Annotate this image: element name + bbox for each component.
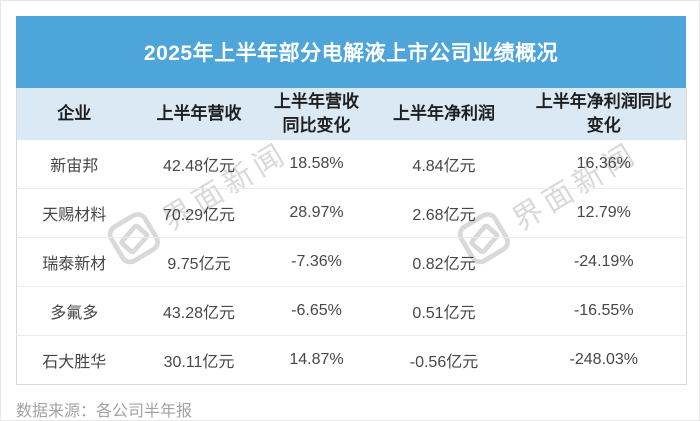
cell-company: 瑞泰新材 [16,237,132,287]
cell-company: 多氟多 [16,286,132,336]
cell-revenue-change: -7.36% [266,237,367,287]
table-header: 企业 上半年营收 上半年营收 同比变化 上半年净利润 上半年净利润同比 变化 [16,88,687,140]
cell-company: 石大胜华 [16,335,132,385]
cell-revenue-change: 18.58% [289,155,344,172]
cell-revenue: 43.28亿元 [131,286,267,336]
cell-net-profit: 0.82亿元 [366,237,522,287]
table-row: 多氟多 43.28亿元 -6.65% 0.51亿元 -16.55% [16,286,687,336]
cell-revenue: 9.75亿元 [131,237,267,287]
cell-net-profit: -0.56亿元 [366,335,522,385]
table-row: 新宙邦 42.48亿元 18.58% 4.84亿元 16.36% [17,140,687,189]
cell-net-profit: 2.68亿元 [366,188,522,238]
cell-revenue: 30.11亿元 [131,335,267,385]
column-header-net-profit: 上半年净利润 [366,88,522,140]
table-row: 天赐材料 70.29亿元 28.97% 2.68亿元 12.79% [16,188,687,238]
cell-net-profit: 4.84亿元 [412,158,476,175]
cell-net-profit-change: -16.55% [521,286,687,336]
cell-company: 天赐材料 [16,188,132,238]
table-title: 2025年上半年部分电解液上市公司业绩概况 [143,42,559,65]
table-title-bar: 2025年上半年部分电解液上市公司业绩概况 [16,16,686,88]
column-header-revenue: 上半年营收 [131,88,267,140]
cell-net-profit-change: 16.36% [576,155,631,172]
table-row: 瑞泰新材 9.75亿元 -7.36% 0.82亿元 -24.19% [16,237,687,287]
table-row: 石大胜华 30.11亿元 14.87% -0.56亿元 -248.03% [16,335,687,385]
column-header-net-profit-change: 上半年净利润同比 变化 [521,88,687,140]
source-note: 数据来源：各公司半年报 [16,403,193,420]
column-header-revenue-change: 上半年营收 同比变化 [266,88,367,140]
cell-company: 新宙邦 [50,158,99,175]
cell-revenue-change: -6.65% [266,286,367,336]
cell-revenue: 70.29亿元 [131,188,267,238]
cell-revenue-change: 28.97% [266,188,367,238]
cell-net-profit-change: 12.79% [521,188,687,238]
column-header-company: 企业 [16,88,132,140]
cell-net-profit-change: -24.19% [521,237,687,287]
table-body: 新宙邦 42.48亿元 18.58% 4.84亿元 16.36% 天赐材料 70… [16,140,687,385]
cell-revenue-change: 14.87% [266,335,367,385]
header-row: 企业 上半年营收 上半年营收 同比变化 上半年净利润 上半年净利润同比 变化 [16,88,687,140]
cell-net-profit-change: -248.03% [521,335,687,385]
cell-net-profit: 0.51亿元 [366,286,522,336]
table-card: 2025年上半年部分电解液上市公司业绩概况 企业 上半年营收 上半年营收 同比变… [16,16,687,420]
earnings-table: 企业 上半年营收 上半年营收 同比变化 上半年净利润 上半年净利润同比 变化 新… [16,88,687,385]
cell-revenue: 42.48亿元 [162,158,236,175]
